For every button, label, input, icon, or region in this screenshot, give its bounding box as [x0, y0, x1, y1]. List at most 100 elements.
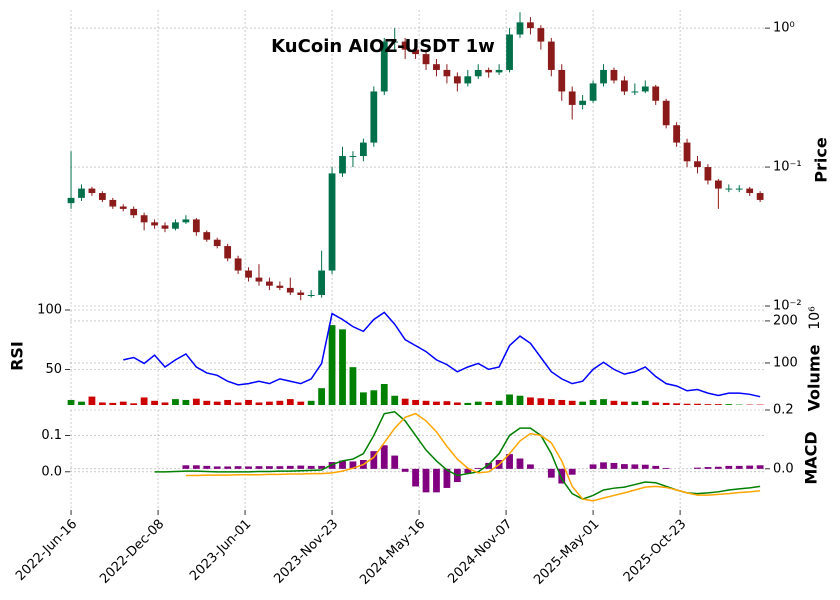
macd-histogram-bar [621, 464, 628, 469]
macd-histogram-bar [746, 465, 754, 469]
volume-bar [641, 400, 649, 405]
volume-bar [130, 403, 138, 405]
candle-body [694, 161, 701, 168]
x-tick-label: 2022-Jun-16 [13, 517, 80, 584]
candle-body [641, 86, 649, 92]
macd-y2-tick-label: 0.2 [773, 403, 794, 418]
candle-body [579, 100, 587, 105]
volume-bar [349, 367, 357, 405]
x-tick-label: 2025-May-01 [531, 517, 602, 588]
candle-body [558, 69, 566, 92]
candle-body [474, 69, 482, 77]
macd-histogram-bar [704, 467, 712, 469]
candle-body [276, 285, 284, 288]
volume-bar [443, 401, 451, 405]
volume-bar [203, 400, 211, 405]
rsi-line [123, 311, 761, 398]
volume-axis-label: Volume [805, 344, 824, 411]
volume-bar [631, 401, 639, 405]
price-y-tick-label: 10⁰ [773, 21, 795, 36]
macd-histogram-bar [527, 464, 534, 469]
volume-bar [78, 401, 85, 405]
macd-histogram-bar [370, 451, 378, 469]
candle-body [245, 270, 252, 278]
volume-bar [192, 398, 200, 405]
candle-body [359, 142, 367, 157]
macd-histogram-bar [474, 467, 482, 469]
macd-histogram-bar [192, 465, 200, 469]
macd-histogram-bar [641, 464, 649, 469]
volume-bar [589, 399, 597, 405]
candle-body [662, 100, 670, 126]
candle-body [673, 125, 680, 143]
macd-histogram-bar [443, 468, 451, 488]
volume-bar [140, 397, 148, 405]
macd-line [185, 412, 761, 502]
candle-body [339, 156, 346, 174]
candle-body [192, 219, 200, 233]
candle-body [318, 270, 326, 295]
macd-histogram-bar [255, 466, 263, 469]
x-tick-label: 2023-Nov-23 [271, 517, 341, 587]
candle-body [652, 86, 660, 101]
volume-bar [359, 392, 367, 405]
candle-body [412, 49, 419, 55]
volume-bar [568, 400, 576, 405]
volume-bar [370, 390, 378, 405]
macd-y2-tick-label: 0.0 [773, 461, 794, 476]
macd-histogram-bar [714, 466, 722, 469]
macd-histogram-bar [266, 466, 273, 469]
volume-bar [579, 401, 587, 405]
candle-body [307, 294, 315, 296]
volume-bar [307, 400, 315, 405]
candle-body [453, 76, 461, 84]
candle-body [631, 91, 639, 93]
macd-histogram-bar [568, 468, 576, 475]
candle-body [600, 69, 607, 84]
candle-body [506, 34, 513, 70]
volume-bar [495, 400, 503, 405]
macd-histogram-bar [213, 466, 221, 469]
volume-bar [433, 401, 440, 405]
candle-body [621, 80, 628, 92]
candle-body [527, 22, 534, 29]
candle-body [78, 188, 85, 198]
volume-bar [714, 404, 722, 405]
candle-body [67, 197, 75, 204]
macd-histogram-bar [485, 462, 493, 469]
volume-bar [506, 394, 513, 405]
macd-histogram-bar [725, 465, 733, 469]
volume-bar [547, 399, 555, 405]
macd-histogram-bar [182, 465, 190, 469]
volume-bar [621, 401, 628, 405]
volume-bar [558, 399, 566, 405]
candle-body [495, 69, 503, 73]
volume-bar [704, 404, 712, 405]
candle-body [433, 64, 440, 70]
x-tick-label: 2024-Nov-07 [445, 517, 515, 587]
candle-body [203, 232, 211, 240]
candle-body [182, 219, 190, 223]
candle-body [746, 188, 754, 194]
volume-bar [182, 399, 190, 405]
candle-body [119, 206, 127, 209]
x-tick-label: 2025-Oct-23 [621, 517, 689, 585]
candle-body [109, 199, 117, 207]
volume-bar [600, 399, 607, 405]
volume-bar [683, 403, 691, 405]
candle-body [161, 225, 169, 229]
candle-body [140, 215, 148, 223]
volume-bar [652, 402, 660, 405]
volume-bar [213, 401, 221, 405]
macd-line [154, 411, 761, 500]
macd-histogram-bar [297, 465, 305, 469]
candle-body [255, 277, 263, 282]
volume-bar [464, 402, 472, 405]
candle-body [151, 222, 158, 226]
volume-bar [391, 395, 399, 405]
volume-bar [610, 400, 618, 405]
volume-bar [422, 400, 430, 405]
candle-body [213, 239, 221, 247]
candle-body [547, 41, 555, 70]
macd-histogram-bar [412, 468, 419, 487]
